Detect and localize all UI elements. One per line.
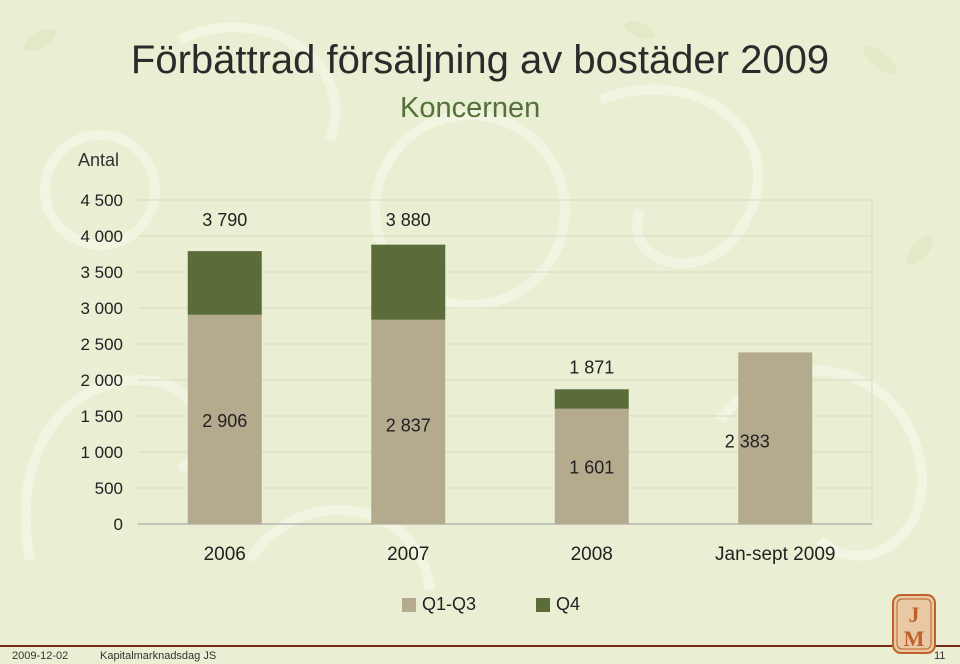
y-tick-label: 3 500 — [80, 263, 123, 282]
bar-segment-q1q3 — [554, 408, 629, 524]
data-label-total: 3 790 — [202, 210, 247, 230]
bar-segment-q1q3 — [371, 319, 446, 524]
y-tick-label: 500 — [95, 479, 123, 498]
y-tick-label: 1 000 — [80, 443, 123, 462]
svg-text:J: J — [909, 602, 920, 627]
legend-label-q4: Q4 — [556, 594, 581, 614]
footer-event-name: Kapitalmarknadsdag JS — [100, 650, 217, 662]
data-label-q1q3: 2 837 — [386, 416, 431, 436]
y-tick-label: 2 500 — [80, 335, 123, 354]
x-tick-label: 2007 — [387, 544, 429, 565]
data-label-total: 1 871 — [569, 357, 614, 377]
svg-text:M: M — [904, 626, 925, 651]
page-number: 11 — [934, 650, 946, 662]
bar-segment-q1q3 — [738, 352, 813, 524]
bar-segment-q4 — [187, 251, 262, 315]
x-tick-label: Jan-sept 2009 — [715, 544, 835, 565]
data-label-total: 3 880 — [386, 210, 431, 230]
data-label-q1q3: 2 906 — [202, 411, 247, 431]
y-tick-label: 4 500 — [80, 191, 123, 210]
legend-label-q1q3: Q1-Q3 — [422, 594, 477, 614]
jm-logo: J M — [892, 594, 936, 654]
legend-item-q4: Q4 — [536, 594, 580, 615]
bar-segment-q4 — [371, 244, 446, 320]
data-label-q1q3: 1 601 — [569, 458, 614, 478]
x-tick-label: 2006 — [204, 544, 246, 565]
y-axis-label: Antal — [78, 150, 120, 170]
bar-segment-q4 — [554, 389, 629, 409]
data-label-q1q3: 2 383 — [725, 431, 770, 451]
page-subtitle: Koncernen — [400, 92, 541, 124]
legend-swatch-q1q3 — [402, 597, 416, 612]
footer-divider — [0, 645, 960, 647]
bar-segment-q1q3 — [187, 314, 262, 524]
y-tick-label: 3 000 — [80, 299, 123, 318]
y-tick-label: 0 — [114, 515, 123, 534]
y-tick-label: 4 000 — [80, 227, 123, 246]
footer-date: 2009-12-02 — [12, 650, 69, 662]
legend-swatch-q4 — [536, 597, 551, 612]
chart-legend: Q1-Q3 Q4 — [402, 594, 580, 615]
y-tick-label: 1 500 — [80, 407, 123, 426]
legend-item-q1q3: Q1-Q3 — [402, 594, 476, 615]
page-title: Förbättrad försäljning av bostäder 2009 — [130, 38, 830, 82]
x-tick-label: 2008 — [571, 544, 613, 565]
y-tick-label: 2 000 — [80, 371, 123, 390]
